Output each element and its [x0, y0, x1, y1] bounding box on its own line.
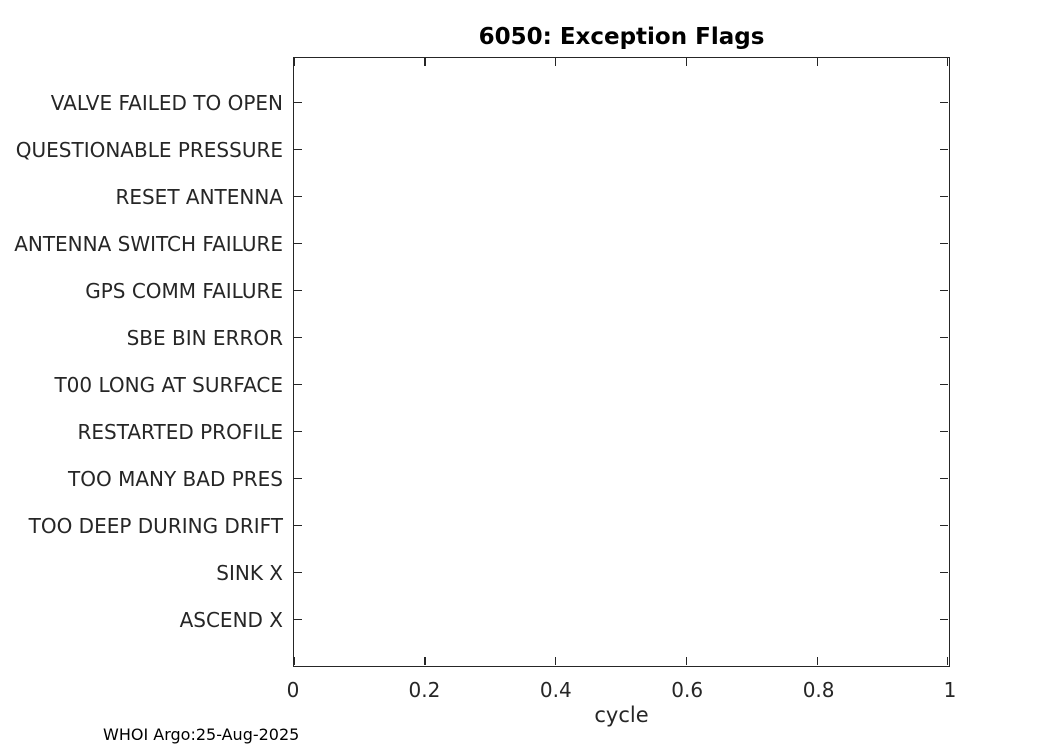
y-tick-mark — [940, 618, 949, 621]
y-tick-mark — [940, 383, 949, 386]
x-axis-tick-label: 0.2 — [408, 678, 441, 702]
x-tick-mark — [554, 657, 557, 666]
y-tick-mark — [294, 148, 302, 151]
y-axis-category-label: QUESTIONABLE PRESSURE — [15, 137, 283, 162]
y-tick-mark — [294, 242, 302, 245]
y-tick-mark — [294, 383, 302, 386]
x-tick-mark — [685, 58, 688, 66]
x-tick-mark — [294, 657, 296, 666]
y-tick-mark — [940, 101, 949, 104]
y-tick-mark — [940, 148, 949, 151]
x-tick-mark — [424, 58, 426, 66]
y-tick-mark — [294, 618, 302, 621]
x-tick-mark — [554, 58, 557, 66]
x-tick-mark — [685, 657, 688, 666]
x-axis-tick-label: 0.6 — [671, 678, 704, 702]
x-axis-tick-label: 0 — [286, 678, 300, 702]
y-axis-category-label: TOO DEEP DURING DRIFT — [28, 513, 283, 538]
y-tick-mark — [940, 242, 949, 245]
y-tick-mark — [294, 195, 302, 198]
y-axis-category-label: T00 LONG AT SURFACE — [54, 372, 283, 397]
plot-area — [293, 57, 950, 667]
y-axis-category-label: SBE BIN ERROR — [126, 325, 283, 350]
x-tick-mark — [946, 58, 949, 66]
y-tick-mark — [294, 477, 302, 480]
y-tick-mark — [294, 101, 302, 104]
x-axis-tick-label: 0.4 — [539, 678, 572, 702]
y-axis-category-label: VALVE FAILED TO OPEN — [50, 90, 283, 115]
y-axis-category-label: ASCEND X — [179, 607, 283, 632]
y-tick-mark — [294, 571, 302, 574]
y-tick-mark — [940, 195, 949, 198]
y-tick-mark — [294, 336, 302, 339]
y-axis-category-label: GPS COMM FAILURE — [85, 278, 283, 303]
y-tick-mark — [940, 477, 949, 480]
y-axis-category-label: TOO MANY BAD PRES — [68, 466, 283, 491]
x-tick-mark — [294, 58, 296, 66]
y-tick-mark — [940, 430, 949, 433]
x-axis-tick-label: 0.8 — [802, 678, 835, 702]
y-tick-mark — [940, 289, 949, 292]
x-tick-mark — [816, 657, 819, 666]
x-tick-mark — [946, 657, 949, 666]
x-tick-mark — [424, 657, 426, 666]
y-axis-category-label: SINK X — [216, 560, 283, 585]
y-tick-mark — [294, 524, 302, 527]
y-tick-mark — [940, 336, 949, 339]
y-axis-category-label: ANTENNA SWITCH FAILURE — [14, 231, 283, 256]
y-tick-mark — [940, 524, 949, 527]
y-axis-category-label: RESTARTED PROFILE — [77, 419, 283, 444]
x-tick-mark — [816, 58, 819, 66]
y-axis-category-label: RESET ANTENNA — [115, 184, 283, 209]
x-axis-label: cycle — [594, 703, 649, 727]
y-tick-mark — [294, 289, 302, 292]
x-axis-tick-label: 1 — [943, 678, 957, 702]
y-tick-mark — [294, 430, 302, 433]
watermark-text: WHOI Argo:25-Aug-2025 — [103, 725, 300, 744]
chart-title: 6050: Exception Flags — [478, 24, 765, 50]
y-tick-mark — [940, 571, 949, 574]
